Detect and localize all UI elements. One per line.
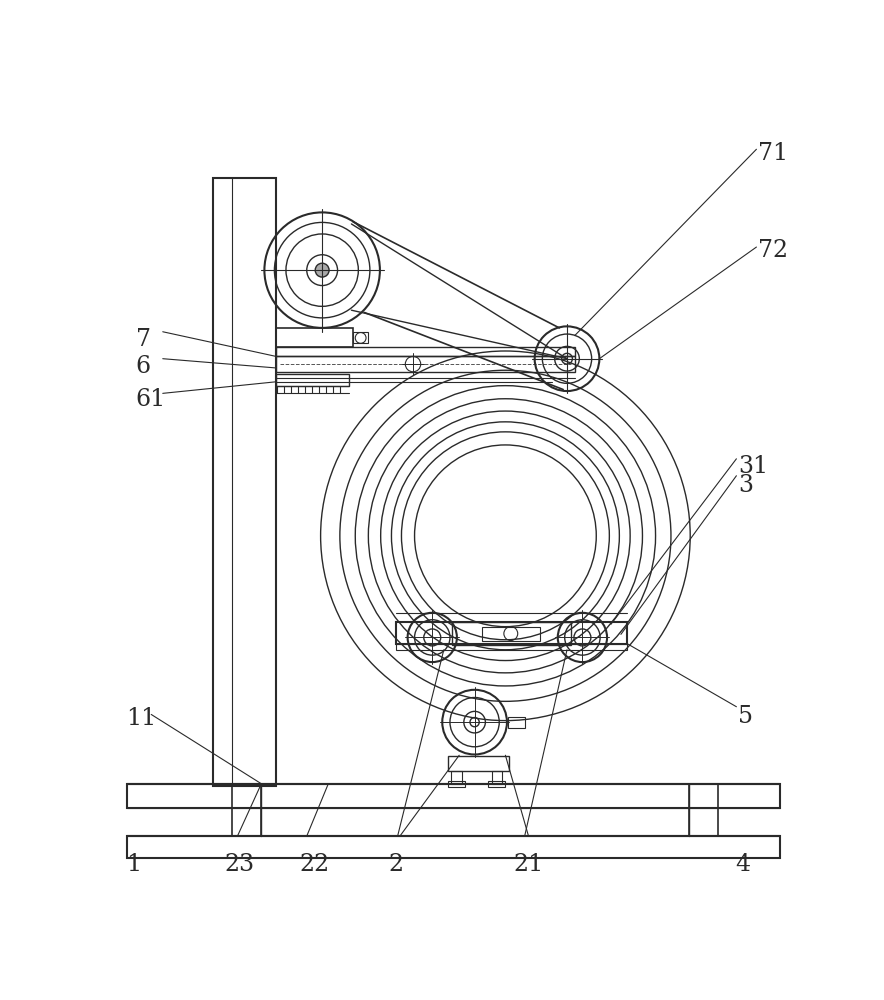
Circle shape xyxy=(316,263,329,277)
Text: 11: 11 xyxy=(126,707,156,730)
Text: 22: 22 xyxy=(299,853,330,876)
Bar xyxy=(492,771,502,784)
Text: 3: 3 xyxy=(738,474,753,497)
Text: 5: 5 xyxy=(738,705,753,728)
Text: 2: 2 xyxy=(388,853,403,876)
Bar xyxy=(126,836,780,858)
Bar xyxy=(447,781,465,787)
Bar xyxy=(451,771,461,784)
Text: 72: 72 xyxy=(758,239,789,262)
Bar xyxy=(508,717,525,728)
Text: 61: 61 xyxy=(136,388,166,411)
Text: 21: 21 xyxy=(513,853,544,876)
Bar xyxy=(276,347,575,356)
Bar xyxy=(353,332,369,343)
Text: 71: 71 xyxy=(758,142,789,165)
Text: 6: 6 xyxy=(136,355,151,378)
Bar xyxy=(447,756,509,771)
Bar xyxy=(276,328,353,347)
Text: 7: 7 xyxy=(136,328,151,351)
Bar xyxy=(213,178,276,786)
Bar xyxy=(452,622,571,645)
Bar xyxy=(489,781,506,787)
Bar xyxy=(483,627,540,641)
Bar xyxy=(276,374,349,386)
Text: 23: 23 xyxy=(225,853,255,876)
Text: 4: 4 xyxy=(735,853,750,876)
Bar xyxy=(276,356,575,372)
Bar xyxy=(396,644,627,650)
Bar xyxy=(689,784,718,836)
Text: 31: 31 xyxy=(738,455,768,478)
Text: 1: 1 xyxy=(126,853,141,876)
Bar xyxy=(396,622,627,644)
Bar xyxy=(126,784,780,808)
Bar xyxy=(232,784,262,836)
